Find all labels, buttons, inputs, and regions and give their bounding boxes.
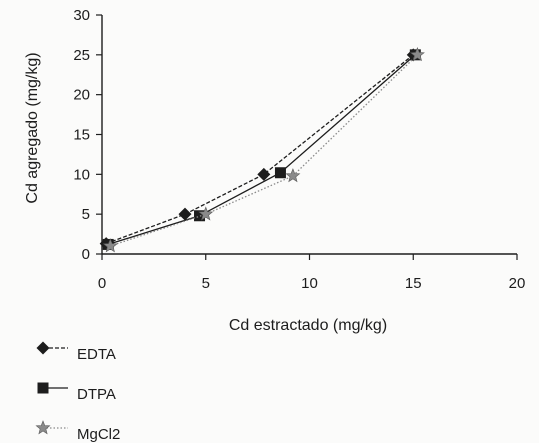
axes: 0 5 10 15 20 0 5 10 15 20 25 30	[73, 7, 525, 292]
data-point-dtpa	[194, 210, 206, 222]
y-tick-label: 0	[82, 246, 90, 263]
x-tick-label: 15	[405, 275, 422, 292]
series-line-dtpa	[108, 54, 416, 246]
legend-label-mgcl2: MgCl2	[77, 426, 120, 443]
y-axis-label: Cd agregado (mg/kg)	[24, 52, 41, 203]
x-tick-label: 0	[98, 275, 106, 292]
data-point-mgcl2	[409, 46, 425, 62]
legend-marker-mgcl2	[35, 420, 51, 435]
series-layer	[99, 46, 425, 253]
legend-marker-dtpa	[37, 382, 49, 394]
y-tick-label: 10	[73, 166, 90, 183]
x-tick-label: 10	[301, 275, 318, 292]
data-point-mgcl2	[102, 238, 118, 253]
y-tick-label: 25	[73, 47, 90, 64]
y-tick-label: 5	[82, 206, 90, 223]
series-line-edta	[105, 54, 414, 245]
data-point-mgcl2	[198, 206, 214, 221]
legend-label-dtpa: DTPA	[77, 386, 116, 403]
legend: EDTA DTPA MgCl2	[35, 341, 120, 443]
y-tick-label: 15	[73, 127, 90, 144]
data-point-edta	[257, 167, 271, 181]
x-tick-label: 20	[509, 275, 526, 292]
data-point-dtpa	[274, 167, 286, 179]
series-line-mgcl2	[110, 54, 418, 247]
legend-marker-edta	[36, 341, 50, 355]
x-tick-label: 5	[202, 275, 210, 292]
data-point-edta	[178, 207, 192, 221]
legend-label-edta: EDTA	[77, 346, 116, 363]
y-tick-label: 30	[73, 7, 90, 24]
y-tick-label: 20	[73, 87, 90, 104]
x-axis-label: Cd estractado (mg/kg)	[229, 317, 387, 334]
data-point-mgcl2	[285, 168, 301, 183]
